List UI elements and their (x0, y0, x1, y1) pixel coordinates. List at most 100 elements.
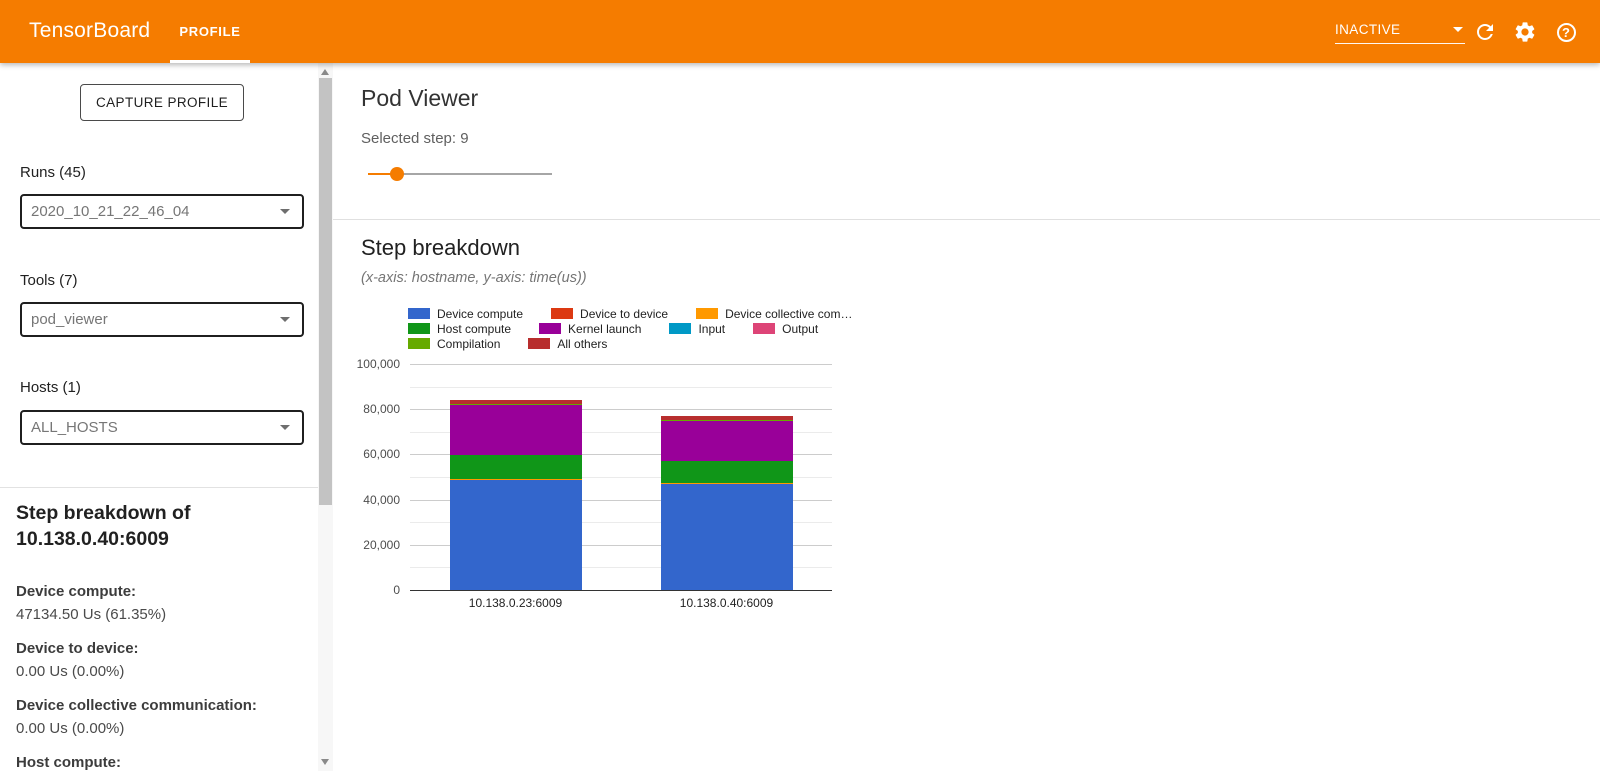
gridline (410, 431, 832, 433)
gridline (410, 477, 832, 478)
bar-segment[interactable] (449, 403, 582, 405)
legend-swatch (408, 323, 430, 334)
y-axis-tick-label: 80,000 (363, 402, 400, 417)
legend-swatch (539, 323, 562, 334)
gridline (410, 409, 832, 411)
legend-label: Host compute (437, 321, 512, 336)
bar-segment[interactable] (660, 419, 793, 421)
status-dropdown[interactable]: INACTIVE (1335, 16, 1465, 44)
legend-item: Host compute (408, 322, 511, 336)
y-axis-tick-label: 0 (393, 583, 400, 597)
chevron-down-icon (280, 425, 290, 430)
bar-segment[interactable] (449, 400, 582, 404)
tab-profile[interactable]: PROFILE (170, 0, 250, 63)
legend-swatch (753, 323, 776, 334)
legend-label: All others (557, 336, 608, 351)
tools-label: Tools (7) (20, 272, 78, 289)
y-axis-tick-label: 40,000 (363, 492, 400, 507)
hosts-select[interactable]: ALL_HOSTS (20, 410, 304, 445)
section-subtitle: (x-axis: hostname, y-axis: time(us)) (361, 270, 587, 286)
stat-label: Device compute: (16, 583, 137, 600)
bar-segment[interactable] (449, 404, 582, 456)
bar-segment[interactable] (449, 455, 582, 479)
chevron-down-icon (1453, 27, 1463, 32)
bar-segment[interactable] (660, 416, 793, 420)
gridline (410, 522, 832, 524)
legend-swatch (551, 308, 574, 319)
bar-segment[interactable] (449, 479, 582, 590)
legend-item: Compilation (408, 337, 500, 351)
chevron-down-icon (280, 209, 290, 214)
hosts-select-value: ALL_HOSTS (31, 419, 118, 436)
stat-label: Host compute: (16, 754, 121, 771)
scroll-up-icon[interactable] (321, 69, 329, 75)
legend-label: Compilation (437, 336, 501, 351)
y-axis-tick-label: 100,000 (356, 357, 400, 371)
legend-item: Device to device (551, 307, 668, 321)
page-title: Pod Viewer (361, 85, 479, 111)
tools-select-value: pod_viewer (31, 311, 108, 328)
selected-step-label: Selected step: 9 (361, 130, 469, 147)
runs-select[interactable]: 2020_10_21_22_46_04 (20, 194, 304, 229)
legend-item: Output (753, 322, 818, 336)
runs-select-value: 2020_10_21_22_46_04 (31, 203, 190, 220)
stat-value: 0.00 Us (0.00%) (16, 720, 125, 737)
scroll-down-icon[interactable] (321, 759, 329, 765)
section-title: Step breakdown (361, 235, 520, 260)
legend-item: Device compute (408, 307, 523, 321)
sidebar-scrollbar[interactable] (318, 63, 333, 771)
gridline (410, 499, 832, 501)
refresh-icon (1473, 20, 1497, 44)
active-tab-indicator (170, 60, 250, 63)
app-header: TensorBoard PROFILE INACTIVE ? (0, 0, 1600, 63)
bar-segment[interactable] (660, 460, 793, 483)
gridline (410, 544, 832, 546)
legend-label: Device compute (437, 306, 524, 321)
sidebar-divider (0, 487, 318, 488)
stat-label: Device to device: (16, 640, 139, 657)
slider-track[interactable] (368, 173, 552, 175)
slider-thumb[interactable] (389, 167, 404, 181)
chart-legend-row: Host compute Kernel launch Input Output (408, 321, 818, 336)
legend-label: Device collective com… (725, 306, 853, 321)
bar-segment[interactable] (660, 420, 793, 461)
sidebar: CAPTURE PROFILE Runs (45) 2020_10_21_22_… (0, 63, 318, 771)
tab-profile-label: PROFILE (179, 24, 241, 39)
y-axis-tick-label: 60,000 (363, 447, 400, 462)
chart-legend-row: Device compute Device to device Device col… (408, 307, 852, 321)
help-button[interactable]: ? (1553, 19, 1579, 45)
capture-profile-button[interactable]: CAPTURE PROFILE (80, 84, 244, 121)
scrollbar-thumb[interactable] (319, 78, 332, 505)
gridline (410, 567, 832, 569)
legend-item: Device collective com… (696, 307, 852, 321)
stat-value: 47134.50 Us (61.35%) (16, 606, 167, 623)
refresh-button[interactable] (1472, 19, 1498, 45)
step-slider[interactable] (360, 160, 560, 188)
app-title: TensorBoard (29, 19, 151, 42)
x-axis-tick-label: 10.138.0.40:6009 (679, 596, 774, 610)
legend-swatch (408, 338, 430, 349)
gridline (410, 364, 832, 365)
tools-select[interactable]: pod_viewer (20, 302, 304, 337)
status-dropdown-value: INACTIVE (1335, 22, 1401, 37)
gear-icon (1513, 20, 1537, 44)
section-divider (333, 219, 1600, 220)
runs-label: Runs (45) (20, 164, 86, 181)
legend-label: Kernel launch (568, 321, 642, 336)
legend-label: Output (782, 321, 819, 336)
bar-segment[interactable] (660, 482, 793, 484)
gridline (410, 386, 832, 388)
stat-value: 0.00 Us (0.00%) (16, 663, 125, 680)
step-breakdown-heading: Step breakdown of 10.138.0.40:6009 (16, 502, 191, 550)
settings-button[interactable] (1512, 19, 1538, 45)
y-axis-tick-label: 20,000 (363, 537, 400, 552)
bar-segment[interactable] (449, 478, 582, 480)
x-axis-tick-label: 10.138.0.23:6009 (468, 596, 563, 610)
slider-fill (368, 173, 397, 175)
legend-label: Input (698, 321, 726, 336)
help-icon: ? (1556, 22, 1576, 42)
bar-segment[interactable] (660, 483, 793, 590)
chart-legend-row: Compilation All others (408, 336, 608, 351)
legend-item: Input (669, 322, 725, 336)
